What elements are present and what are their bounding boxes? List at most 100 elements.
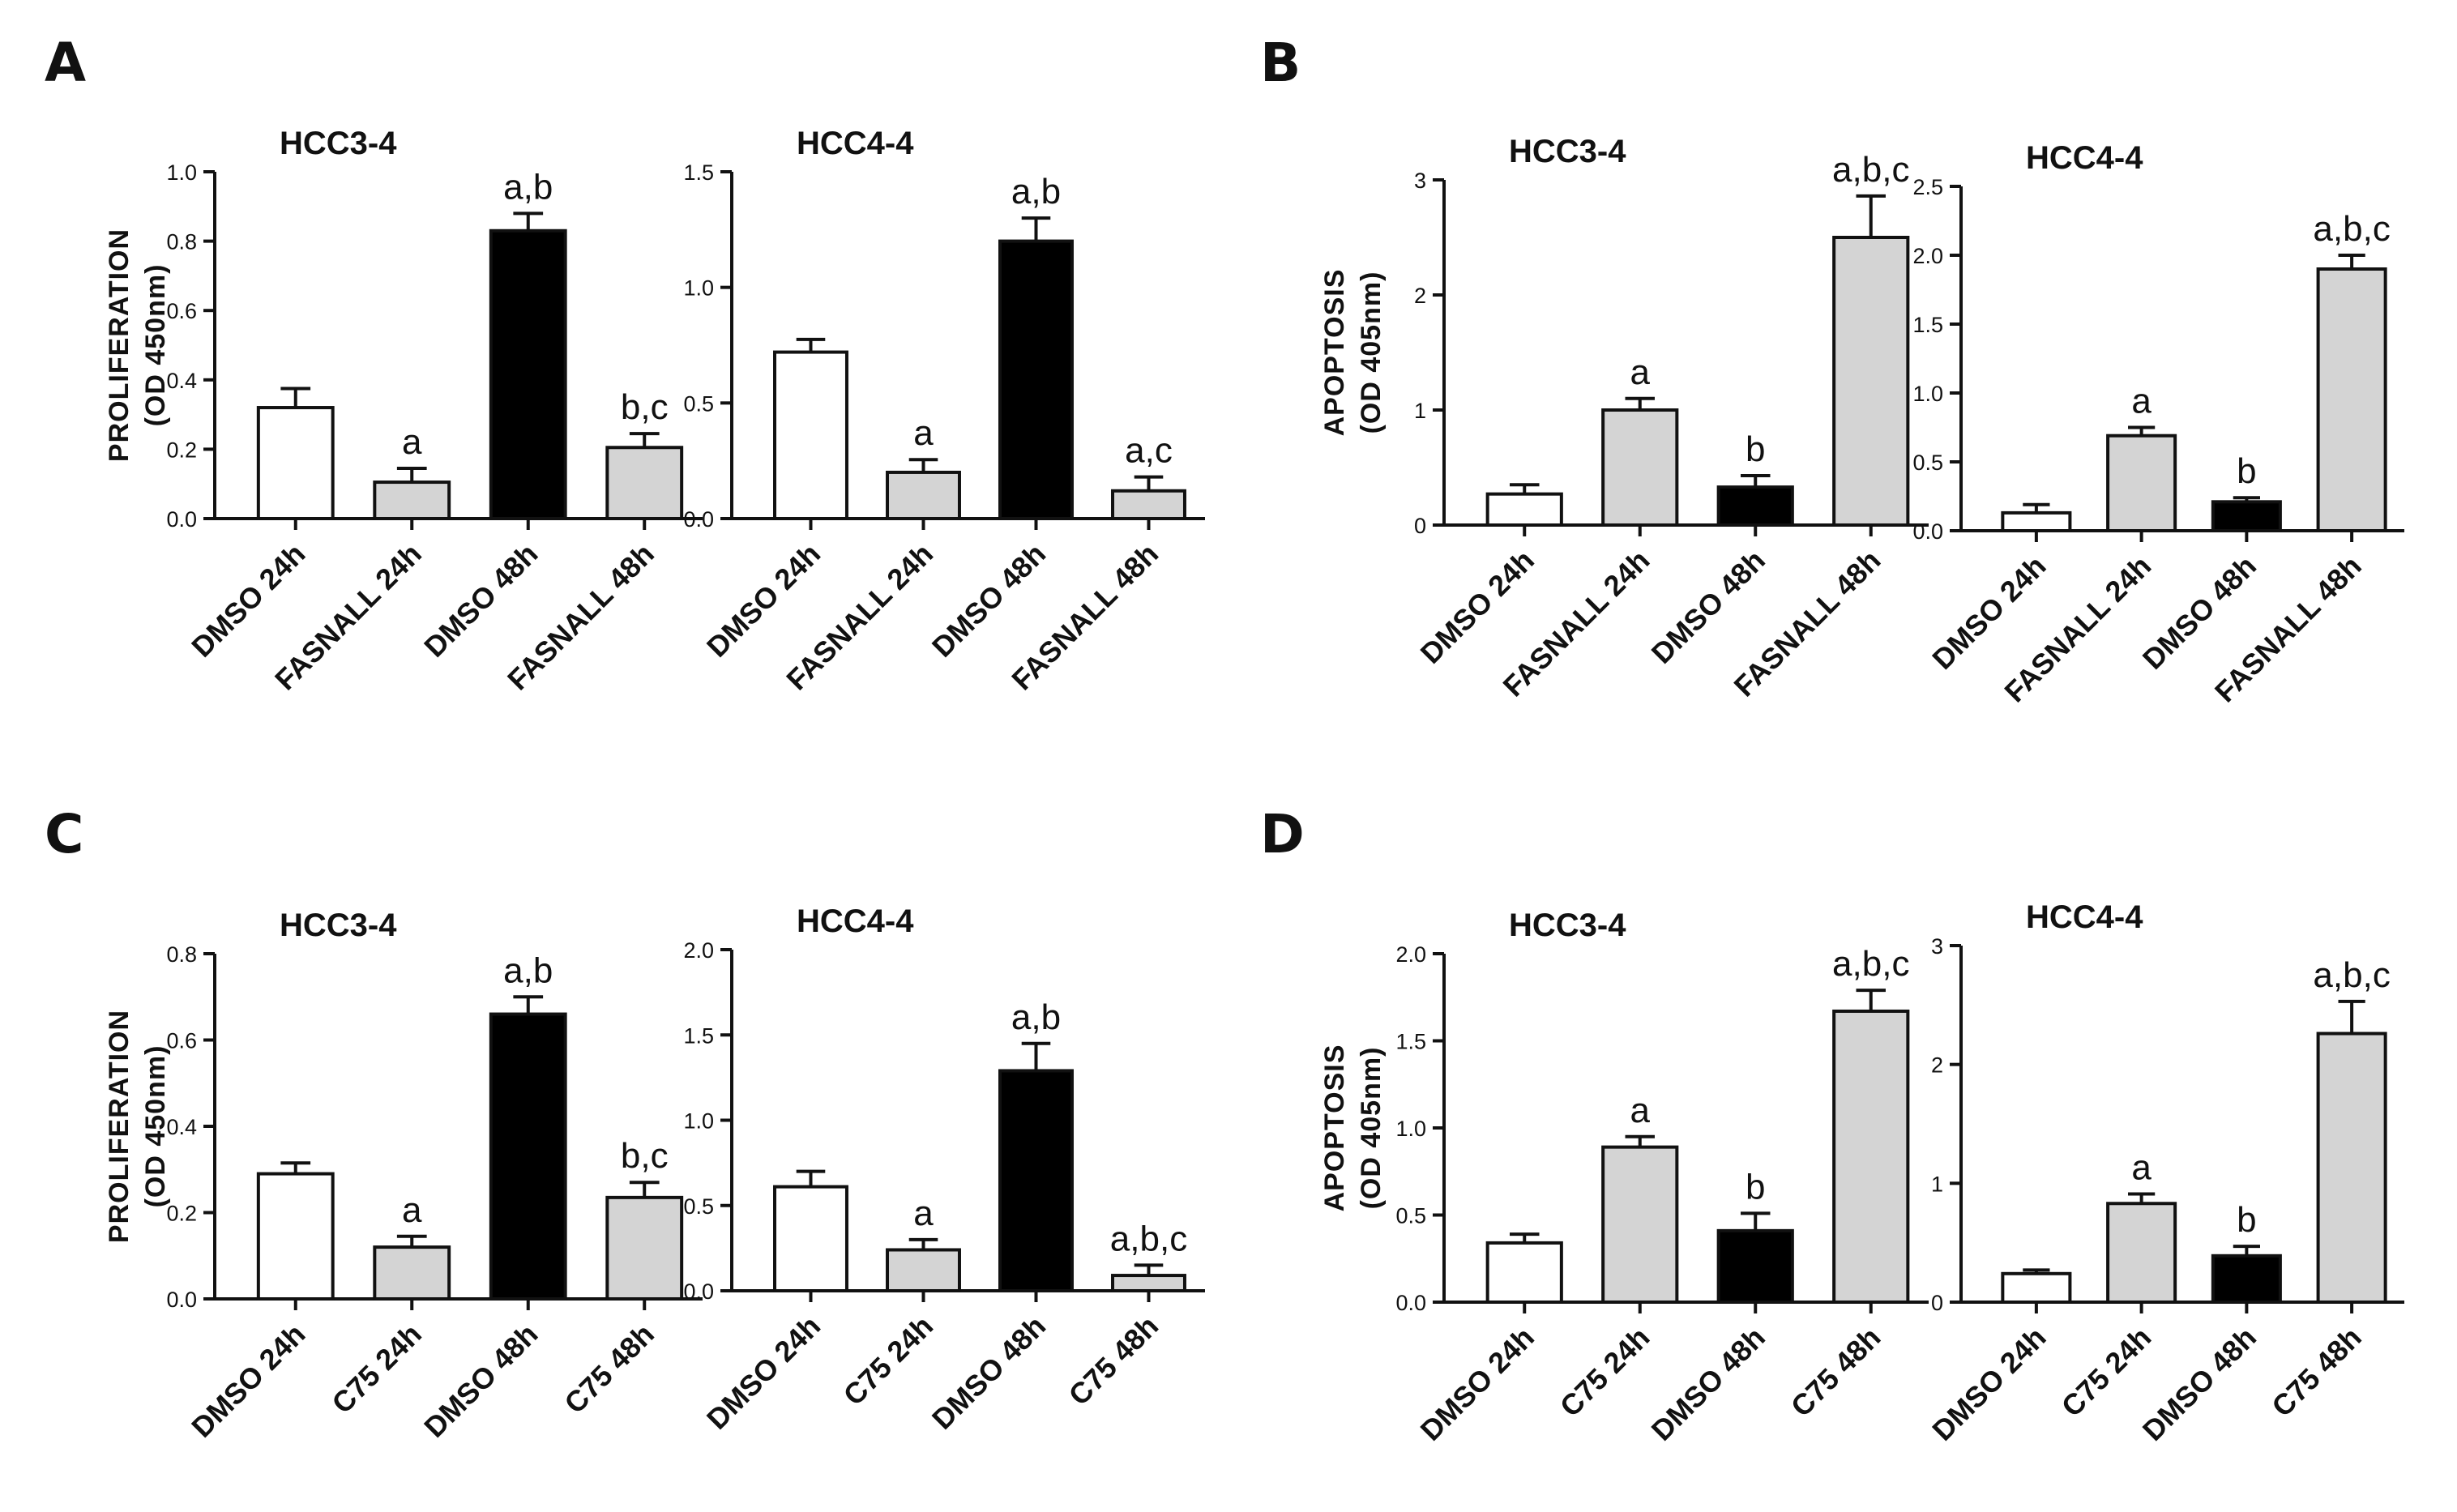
y-axis-title: APOPTOSIS — [1319, 269, 1350, 437]
y-axis-subtitle: (OD 450nm) — [140, 264, 171, 427]
bar — [2106, 434, 2177, 533]
chart-d-hcc4-4: HCC4-4 0 1 2 3 DMSO 24h a C75 24h b DMSO 48h a,b,c… — [1925, 899, 2404, 1447]
significance-label: a,c — [1125, 431, 1173, 471]
significance-label: b,c — [621, 387, 669, 427]
y-axis-title: PROLIFERATION — [104, 229, 135, 462]
x-tick-label: DMSO 48h — [417, 537, 544, 664]
chart-c-hcc3-4: HCC3-4 0.0 0.2 0.4 0.6 0.8 DMSO 24h a C75 24h a,b… — [104, 908, 703, 1444]
bar — [1111, 489, 1186, 521]
significance-label: a — [2131, 1148, 2151, 1188]
x-tick-label: DMSO 24h — [185, 537, 311, 664]
bar — [998, 239, 1074, 520]
x-tick-label: C75 24h — [837, 1309, 940, 1412]
y-tick-label: 1.0 — [166, 160, 197, 185]
bar — [256, 1172, 335, 1301]
bar — [256, 406, 335, 521]
y-tick-label: 0 — [1931, 1291, 1943, 1315]
chart-title: HCC4-4 — [797, 903, 914, 939]
x-tick-label: DMSO 48h — [1645, 1321, 1771, 1447]
panel-letter-b: B — [1260, 32, 1301, 94]
x-tick-label: DMSO 48h — [417, 1318, 544, 1444]
bar — [1716, 1228, 1794, 1304]
y-tick-label: 2 — [1414, 284, 1426, 308]
chart-title: HCC4-4 — [2026, 899, 2143, 935]
y-tick-label: 0.5 — [1395, 1204, 1426, 1228]
bar — [1832, 1009, 1910, 1304]
x-tick-label: DMSO 24h — [1925, 1321, 2052, 1447]
y-tick-label: 0.0 — [166, 507, 197, 532]
y-tick-label: 1 — [1414, 399, 1426, 423]
x-tick-label: DMSO 48h — [1645, 544, 1771, 670]
x-tick-label: C75 24h — [325, 1318, 428, 1420]
chart-c-hcc4-4: HCC4-4 0.0 0.5 1.0 1.5 2.0 DMSO 24h a C75 24h a,b… — [683, 903, 1205, 1436]
y-tick-label: 0.8 — [166, 230, 197, 254]
y-tick-label: 1.5 — [683, 1023, 714, 1048]
significance-label: b — [1746, 1167, 1765, 1207]
significance-label: a,b,c — [1832, 150, 1909, 190]
x-tick-label: C75 48h — [1062, 1309, 1165, 1412]
significance-label: a,b — [503, 950, 553, 990]
significance-label: b,c — [621, 1136, 669, 1176]
y-tick-label: 0.4 — [166, 1115, 197, 1139]
bar — [489, 1012, 567, 1301]
y-tick-label: 1.5 — [1395, 1030, 1426, 1054]
y-tick-label: 0 — [1414, 514, 1426, 538]
y-tick-label: 0.2 — [166, 438, 197, 462]
y-tick-label: 0.5 — [1912, 451, 1943, 475]
significance-label: a,b,c — [1110, 1219, 1187, 1258]
significance-label: b — [1746, 429, 1765, 469]
bar — [1485, 1241, 1563, 1305]
bar — [489, 229, 567, 520]
bar — [2211, 500, 2282, 532]
chart-title: HCC3-4 — [280, 908, 397, 943]
chart-d-hcc3-4: HCC3-4 0.0 0.5 1.0 1.5 2.0 DMSO 24h a C75 24h b DM… — [1319, 908, 1929, 1447]
bar — [1601, 408, 1679, 527]
bar — [773, 1185, 848, 1292]
y-tick-label: 0.5 — [683, 1194, 714, 1219]
x-tick-label: DMSO 24h — [1414, 1321, 1540, 1447]
y-axis-subtitle: (OD 405nm) — [1356, 1047, 1387, 1210]
bar — [1716, 485, 1794, 527]
chart-title: HCC4-4 — [2026, 140, 2143, 176]
x-tick-label: C75 48h — [558, 1318, 660, 1420]
y-tick-label: 0.0 — [1395, 1291, 1426, 1315]
bar — [2001, 510, 2072, 533]
y-tick-label: 0.5 — [683, 391, 714, 416]
bar — [2001, 1271, 2072, 1305]
y-tick-label: 2.0 — [683, 938, 714, 963]
bar — [1832, 236, 1910, 527]
bar — [2211, 1254, 2282, 1305]
y-tick-label: 1.5 — [683, 160, 714, 185]
bar — [373, 481, 451, 520]
y-axis-subtitle: (OD 405nm) — [1356, 271, 1387, 434]
y-tick-label: 3 — [1931, 934, 1943, 959]
bar — [373, 1245, 451, 1301]
y-tick-label: 0.6 — [166, 299, 197, 323]
y-tick-label: 0.0 — [683, 507, 714, 532]
significance-label: a — [1630, 352, 1651, 392]
x-tick-label: DMSO 24h — [185, 1318, 311, 1444]
significance-label: a,b — [503, 167, 553, 207]
significance-label: a — [913, 413, 934, 453]
y-tick-label: 1.0 — [1395, 1117, 1426, 1141]
y-tick-label: 0.8 — [166, 942, 197, 967]
panel-letter-a: A — [45, 32, 86, 94]
bar — [1485, 492, 1563, 527]
bar — [2316, 1031, 2387, 1304]
bar — [998, 1069, 1074, 1292]
significance-label: a — [2131, 382, 2151, 421]
y-tick-label: 2.0 — [1395, 942, 1426, 967]
significance-label: a,b — [1011, 997, 1061, 1037]
bar — [1111, 1274, 1186, 1293]
significance-label: a,b,c — [2313, 209, 2390, 249]
y-tick-label: 1 — [1931, 1172, 1943, 1196]
chart-title: HCC3-4 — [1509, 908, 1626, 943]
significance-label: a — [402, 1190, 422, 1230]
y-tick-label: 0.0 — [683, 1279, 714, 1304]
significance-label: a — [913, 1194, 934, 1233]
